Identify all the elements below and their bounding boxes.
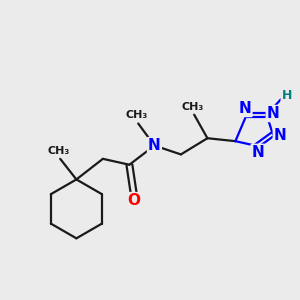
Text: CH₃: CH₃ (182, 102, 204, 112)
Text: CH₃: CH₃ (126, 110, 148, 120)
Text: N: N (274, 128, 286, 143)
Text: O: O (127, 193, 140, 208)
Text: N: N (252, 145, 264, 160)
Text: CH₃: CH₃ (48, 146, 70, 156)
Text: H: H (281, 89, 292, 102)
Text: N: N (239, 101, 251, 116)
Text: N: N (267, 106, 280, 121)
Text: N: N (148, 138, 161, 153)
